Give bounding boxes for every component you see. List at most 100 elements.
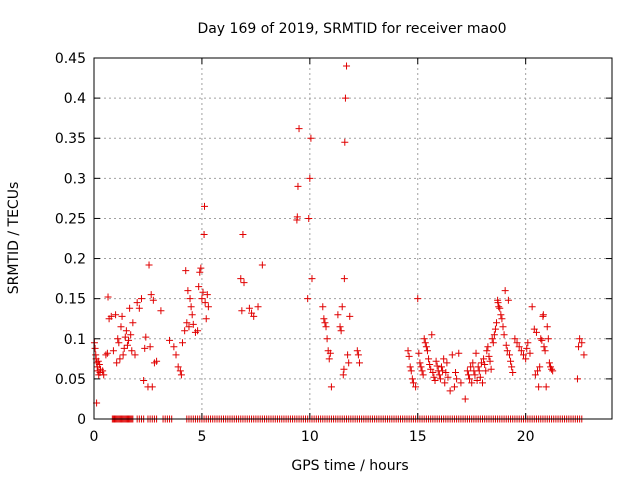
data-point xyxy=(480,355,488,363)
data-point xyxy=(500,331,508,339)
data-point xyxy=(320,315,328,323)
data-point xyxy=(341,138,349,146)
y-tick-label: 0.2 xyxy=(64,252,86,268)
plot-frame xyxy=(93,57,613,420)
y-tick-label: 0.1 xyxy=(64,332,86,348)
y-tick-label: 0 xyxy=(77,412,86,428)
data-point xyxy=(112,311,120,319)
data-point xyxy=(537,335,545,343)
data-point xyxy=(507,357,515,365)
data-point xyxy=(308,275,316,283)
data-point xyxy=(493,319,501,327)
data-point xyxy=(306,174,314,182)
data-point xyxy=(419,371,427,379)
data-point xyxy=(431,376,439,384)
data-point xyxy=(455,349,463,357)
data-point xyxy=(408,375,416,383)
data-points xyxy=(90,62,588,423)
data-point xyxy=(178,339,186,347)
data-point xyxy=(170,343,178,351)
y-tick-labels: 0 0.05 0.1 0.15 0.2 0.25 0.3 0.35 0.4 0.45 xyxy=(55,51,86,428)
data-point xyxy=(509,368,517,376)
data-point xyxy=(573,375,581,383)
data-point xyxy=(102,351,110,359)
data-point xyxy=(452,368,460,376)
data-point xyxy=(148,383,156,391)
data-point xyxy=(145,261,153,269)
data-point xyxy=(425,355,433,363)
data-point xyxy=(468,379,476,387)
x-tick-label: 20 xyxy=(517,429,535,445)
data-point xyxy=(485,352,493,360)
data-point xyxy=(409,379,417,387)
data-point xyxy=(436,375,444,383)
data-point xyxy=(513,339,521,347)
data-point xyxy=(114,335,122,343)
data-point xyxy=(469,359,477,367)
data-point xyxy=(494,299,502,307)
data-point xyxy=(119,351,127,359)
data-point xyxy=(461,395,469,403)
data-point xyxy=(466,375,474,383)
data-point xyxy=(109,347,117,355)
data-point xyxy=(116,355,124,363)
data-point xyxy=(177,371,185,379)
chart-title: Day 169 of 2019, SRMTID for receiver mao… xyxy=(197,21,506,37)
data-point xyxy=(405,352,413,360)
data-point xyxy=(201,202,209,210)
data-point xyxy=(345,359,353,367)
data-point xyxy=(115,339,123,347)
y-tick-label: 0.45 xyxy=(55,51,86,67)
data-point xyxy=(135,304,143,312)
data-point xyxy=(488,335,496,343)
data-point xyxy=(100,371,108,379)
data-point xyxy=(522,355,530,363)
data-point xyxy=(476,373,484,381)
data-point xyxy=(528,303,536,311)
data-point xyxy=(464,371,472,379)
data-point xyxy=(149,296,157,304)
data-point xyxy=(483,347,491,355)
data-point xyxy=(204,303,212,311)
data-point xyxy=(496,304,504,312)
data-point xyxy=(504,296,512,304)
grid-lines xyxy=(94,58,612,419)
data-point xyxy=(575,343,583,351)
data-point xyxy=(414,295,422,303)
data-point xyxy=(416,359,424,367)
data-point xyxy=(153,357,161,365)
data-point xyxy=(104,293,112,301)
data-point xyxy=(118,312,126,320)
x-axis-title: GPS time / hours xyxy=(291,458,408,474)
data-point xyxy=(237,275,245,283)
data-point xyxy=(334,311,342,319)
data-point xyxy=(127,331,135,339)
data-point xyxy=(536,363,544,371)
data-point xyxy=(126,304,134,312)
data-point xyxy=(258,261,266,269)
data-point xyxy=(120,344,128,352)
data-point xyxy=(121,333,129,341)
data-point xyxy=(340,275,348,283)
data-point xyxy=(346,312,354,320)
data-point xyxy=(146,343,154,351)
data-point xyxy=(128,347,136,355)
data-point xyxy=(495,303,503,311)
data-point xyxy=(188,311,196,319)
data-point xyxy=(433,362,441,370)
data-point xyxy=(194,327,202,335)
data-point xyxy=(534,367,542,375)
data-point xyxy=(539,311,547,319)
data-point xyxy=(184,287,192,295)
data-point xyxy=(472,349,480,357)
data-point xyxy=(355,359,363,367)
data-point xyxy=(201,299,209,307)
data-point xyxy=(319,303,327,311)
data-point xyxy=(541,347,549,355)
data-point xyxy=(198,295,206,303)
data-point xyxy=(491,325,499,333)
data-point xyxy=(484,343,492,351)
data-point xyxy=(326,349,334,357)
data-point xyxy=(294,182,302,190)
data-point xyxy=(305,214,313,222)
